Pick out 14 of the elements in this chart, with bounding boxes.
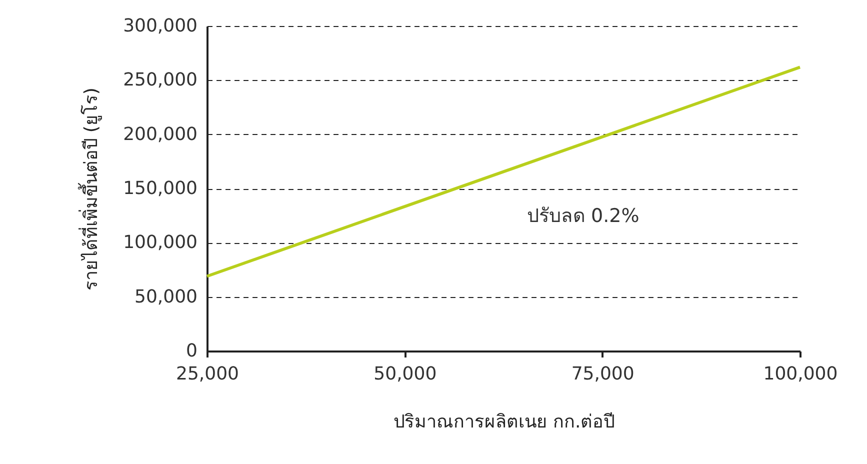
y-tick-label: 0 — [186, 340, 198, 362]
y-tick-label: 50,000 — [134, 286, 198, 308]
x-tick-label: 50,000 — [374, 364, 437, 384]
annotation: ปรับลด 0.2% — [527, 205, 640, 227]
y-axis-title: รายได้ที่เพิ่มขึ้นต่อปี (ยูโร) — [78, 88, 102, 290]
y-tick-label: 100,000 — [123, 232, 198, 254]
x-axis-title: ปริมาณการผลิตเนย กก.ต่อปี — [393, 412, 615, 432]
y-tick-label: 300,000 — [123, 16, 198, 36]
x-tick-label: 25,000 — [176, 364, 239, 384]
x-tick-label: 75,000 — [571, 364, 634, 384]
y-tick-label: 200,000 — [123, 124, 198, 145]
y-tick-label: 150,000 — [123, 178, 198, 199]
x-tick-label: 100,000 — [763, 364, 838, 384]
y-tick-label: 250,000 — [123, 70, 198, 91]
